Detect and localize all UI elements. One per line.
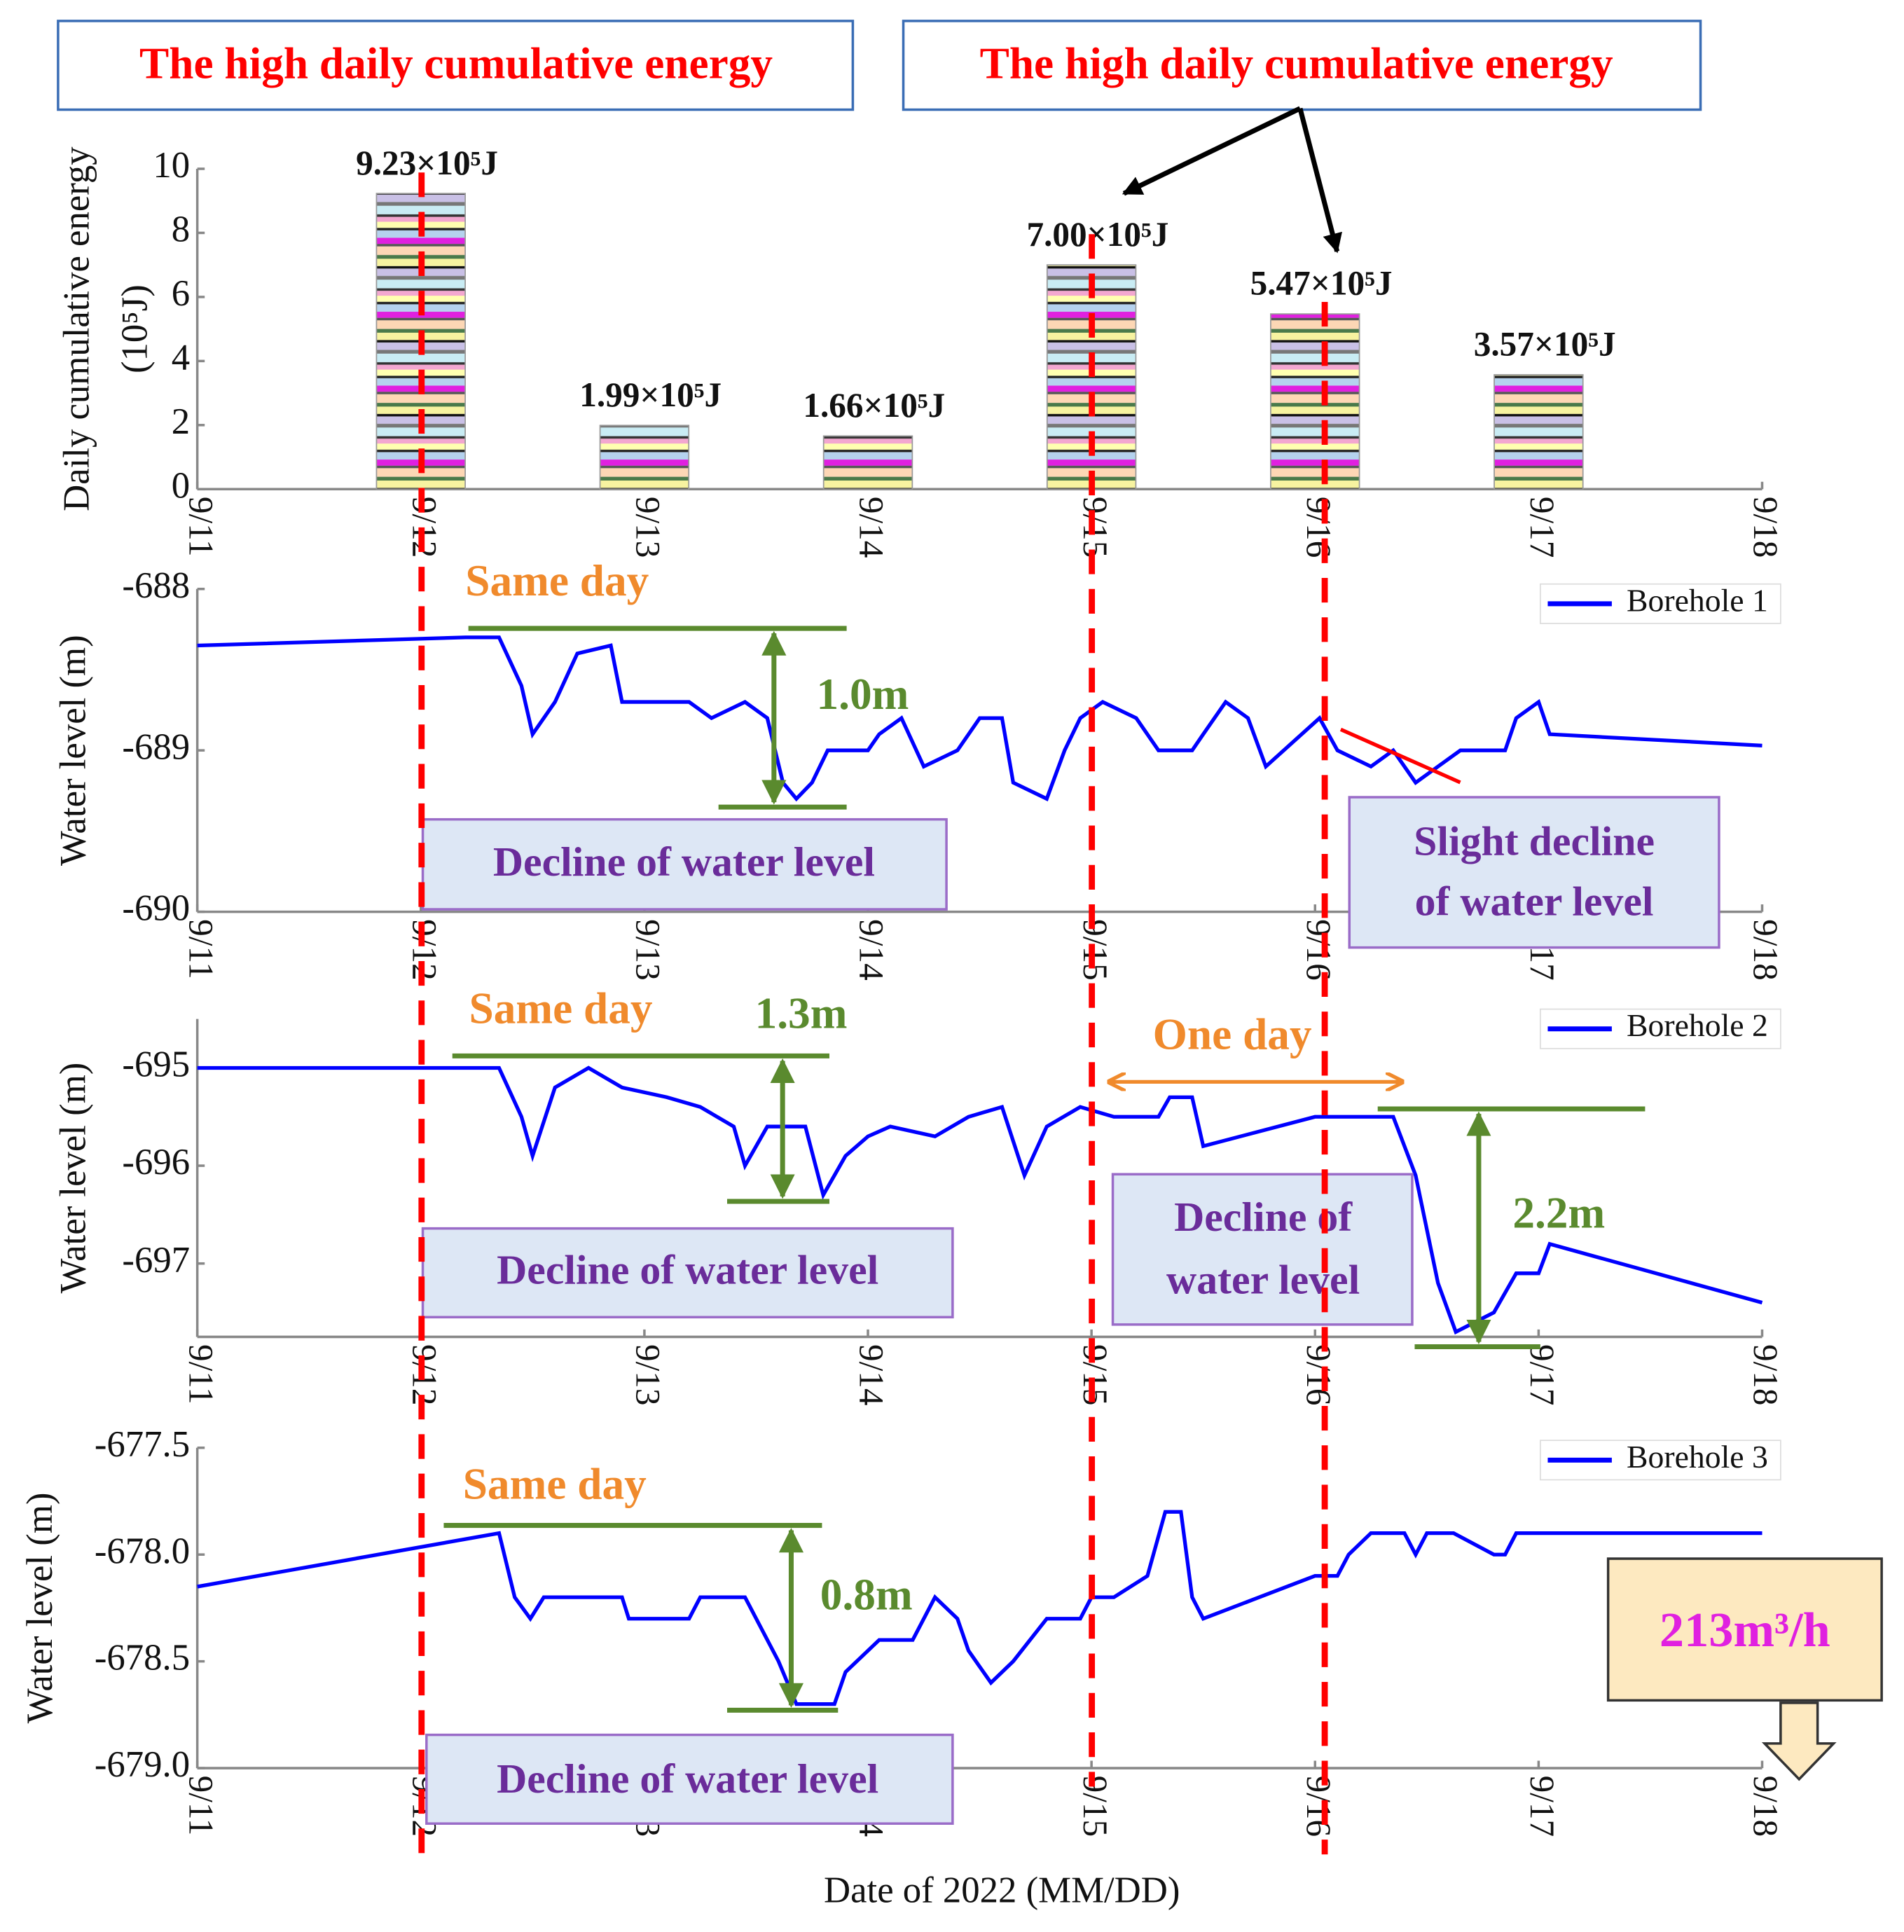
- value-label: 5.47×10⁵J: [1250, 264, 1393, 303]
- x-tick-label: 9/13: [629, 919, 668, 981]
- annotation: Slight decline: [1414, 817, 1655, 864]
- x-tick-label: 9/17: [1523, 1776, 1561, 1837]
- annotation: Same day: [469, 984, 653, 1033]
- y-axis-label: Water level (m): [53, 1063, 93, 1294]
- x-tick-label: 9/13: [629, 497, 668, 558]
- y-axis-label: Daily cumulative energy: [57, 146, 97, 511]
- annotation: 213m³/h: [1660, 1603, 1830, 1657]
- y-axis-label: Water level (m): [20, 1493, 60, 1724]
- annotation: Decline of water level: [497, 1246, 878, 1292]
- header-box: [902, 20, 1702, 111]
- y-tick-label: 6: [172, 273, 190, 314]
- arrow: [1297, 107, 1342, 254]
- annotation: 0.8m: [820, 1571, 913, 1620]
- value-label: 7.00×10⁵J: [1026, 215, 1168, 254]
- y-tick-label: 10: [153, 145, 190, 186]
- x-tick-label: 9/18: [1746, 919, 1785, 981]
- annotation: 1.0m: [817, 670, 909, 719]
- y-tick-label: 2: [172, 401, 190, 442]
- y-axis-label: Water level (m): [53, 635, 93, 866]
- header: The high daily cumulative energy: [980, 39, 1613, 88]
- x-tick-label: 9/14: [853, 1344, 891, 1406]
- x-tick-label: 9/15: [1076, 497, 1115, 558]
- header: The high daily cumulative energy: [139, 39, 773, 88]
- x-tick-label: 9/17: [1523, 1344, 1561, 1406]
- x-tick-label: 9/18: [1746, 497, 1785, 558]
- y-tick-label: 8: [172, 209, 190, 250]
- x-tick-label: 9/18: [1746, 1344, 1785, 1406]
- y-tick-label: -678.0: [95, 1531, 190, 1571]
- x-tick-label: 9/16: [1299, 1776, 1338, 1837]
- y-tick-label: -689: [122, 726, 190, 767]
- series-line: [197, 1510, 1762, 1706]
- x-tick-label: 9/11: [181, 1344, 220, 1405]
- y-tick-label: -690: [122, 888, 190, 929]
- x-axis-label: Date of 2022 (MM/DD): [824, 1870, 1180, 1911]
- trend: [1339, 727, 1461, 785]
- x-tick-label: 9/13: [629, 1344, 668, 1406]
- bar: [822, 435, 913, 490]
- flow-box: [1606, 1557, 1883, 1702]
- x-tick-label: 9/11: [181, 1776, 220, 1836]
- value-label: 3.57×10⁵J: [1474, 325, 1616, 364]
- y-tick-label: 0: [172, 465, 190, 506]
- annotation: Same day: [465, 556, 649, 605]
- x-tick-label: 9/16: [1299, 497, 1338, 558]
- annotation: One day: [1153, 1009, 1312, 1058]
- legend-box: [1540, 1008, 1781, 1049]
- annotation: Decline of water level: [497, 1755, 878, 1802]
- plots: 9/11 9/12 9/13 9/14 9/15 9/16 9/17 9/180246810D…: [20, 144, 1785, 1837]
- value-label: 1.66×10⁵J: [803, 386, 945, 425]
- bar: [1270, 313, 1360, 490]
- y-tick-label: -678.5: [95, 1638, 190, 1678]
- x-tick-label: 9/14: [853, 497, 891, 558]
- x-tick-label: 9/14: [853, 919, 891, 981]
- x-tick-label: 9/15: [1076, 1776, 1115, 1837]
- note-box: [425, 1733, 954, 1825]
- x-tick-label: 9/15: [1076, 1344, 1115, 1406]
- header-box: [57, 20, 855, 111]
- y-tick-label: -695: [122, 1044, 190, 1085]
- bar: [1493, 374, 1584, 490]
- note-box: [421, 817, 948, 911]
- x-tick-label: 9/16: [1299, 919, 1338, 981]
- x-tick-label: 9/17: [1523, 497, 1561, 558]
- series-line: [197, 1065, 1763, 1335]
- bar: [599, 425, 690, 490]
- x-tick-label: 9/16: [1299, 1344, 1338, 1406]
- annotation: water level: [1166, 1257, 1360, 1303]
- legend-label: Borehole 3: [1627, 1439, 1768, 1475]
- series-line: [197, 635, 1762, 802]
- annotation: 2.2m: [1512, 1188, 1605, 1237]
- annotation: Same day: [463, 1459, 647, 1508]
- annotation: 1.3m: [755, 988, 848, 1037]
- y-tick-label: -696: [122, 1142, 190, 1182]
- x-tick-label: 9/18: [1746, 1776, 1785, 1837]
- note-box: [1348, 796, 1720, 949]
- arrow: [1122, 106, 1302, 196]
- x-tick-label: 9/11: [181, 497, 220, 557]
- annotation: of water level: [1415, 878, 1654, 925]
- y-tick-label: -677.5: [95, 1424, 190, 1465]
- annotation: Decline of water level: [493, 839, 875, 885]
- y-axis-label: (10⁵J): [114, 284, 155, 373]
- y-tick-label: -688: [122, 565, 190, 606]
- y-tick-label: -679.0: [95, 1744, 190, 1785]
- y-tick-label: -697: [122, 1240, 190, 1281]
- value-label: 9.23×10⁵J: [356, 144, 498, 182]
- x-tick-label: 9/11: [181, 919, 220, 979]
- down-arrow: [1761, 1702, 1837, 1781]
- x-tick-label: 9/15: [1076, 919, 1115, 981]
- note-box: [1111, 1173, 1414, 1326]
- legend-label: Borehole 2: [1627, 1007, 1768, 1043]
- note-box: [421, 1227, 954, 1319]
- y-tick-label: 4: [172, 337, 190, 378]
- legend-label: Borehole 1: [1627, 582, 1768, 618]
- value-label: 1.99×10⁵J: [579, 375, 722, 414]
